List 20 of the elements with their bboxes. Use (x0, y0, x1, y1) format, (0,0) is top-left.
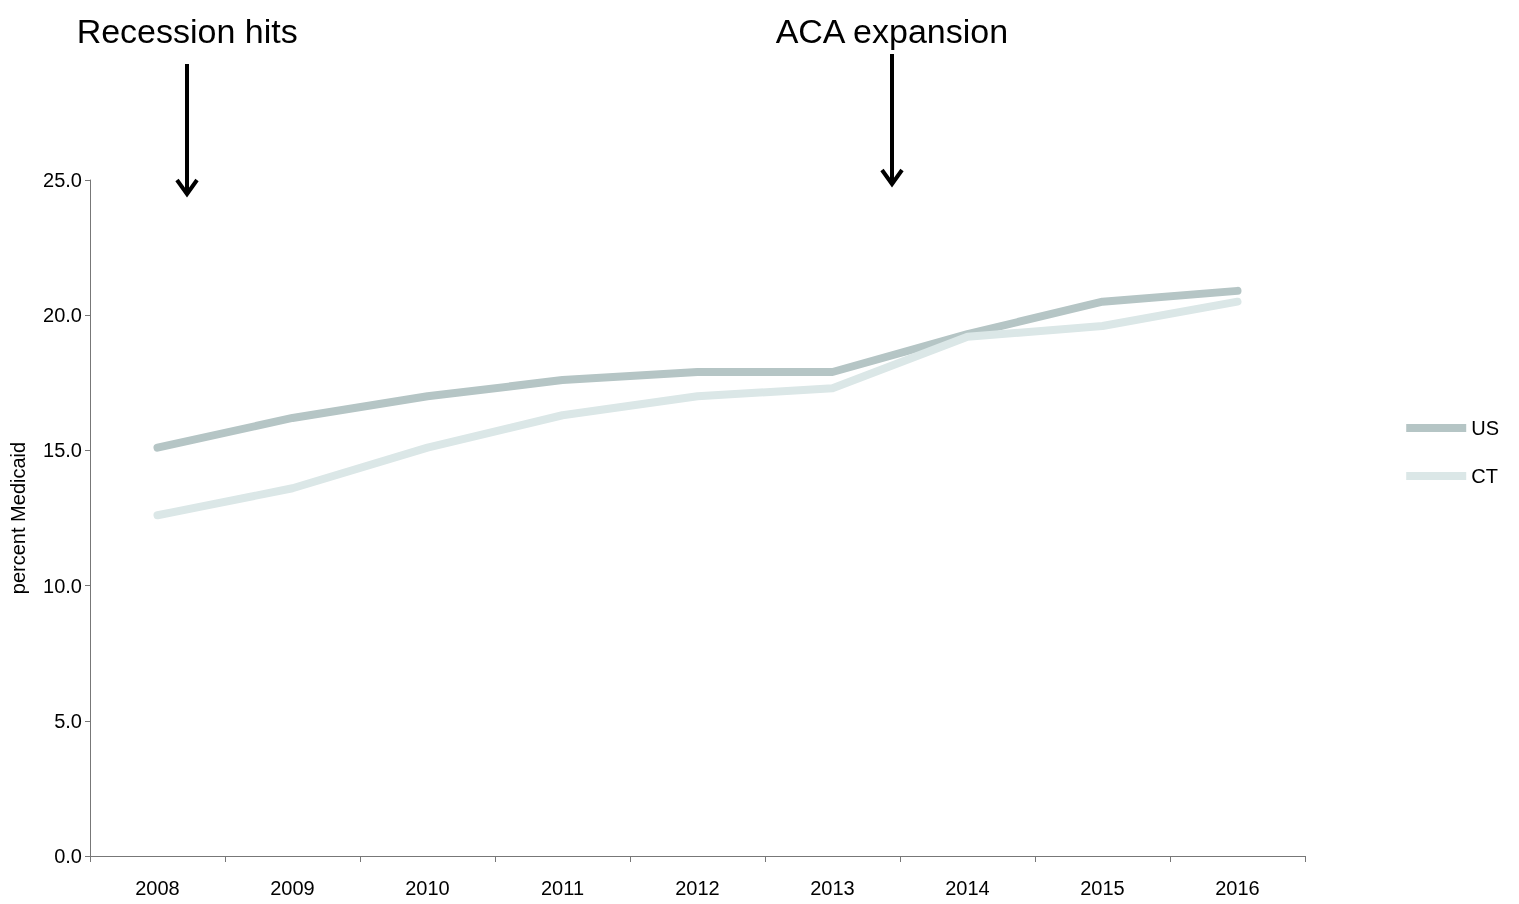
y-tick-label: 15.0 (43, 439, 82, 462)
y-tick-label: 0.0 (54, 845, 82, 867)
x-tick-label: 2013 (810, 877, 855, 899)
text: Recession hits (76, 12, 298, 51)
y-tick-label: 5.0 (54, 709, 82, 732)
legend-label: US (1471, 417, 1500, 439)
y-tick-label: 10.0 (43, 574, 82, 597)
legend-label: CT (1471, 465, 1498, 487)
x-tick-label: 2008 (135, 877, 180, 899)
y-axis-title: percent Medicaid (7, 441, 29, 595)
text: ACA expansion (775, 12, 1009, 51)
x-tick-label: 2016 (1215, 877, 1260, 899)
x-tick-label: 2010 (405, 877, 450, 899)
x-tick-label: 2012 (675, 877, 720, 899)
x-tick-label: 2009 (270, 877, 315, 899)
x-tick-label: 2011 (540, 877, 585, 899)
y-tick-label: 25.0 (43, 169, 82, 191)
y-tick-label: 20.0 (43, 304, 82, 327)
x-tick-label: 2015 (1080, 877, 1125, 899)
x-tick-label: 2014 (945, 877, 990, 899)
